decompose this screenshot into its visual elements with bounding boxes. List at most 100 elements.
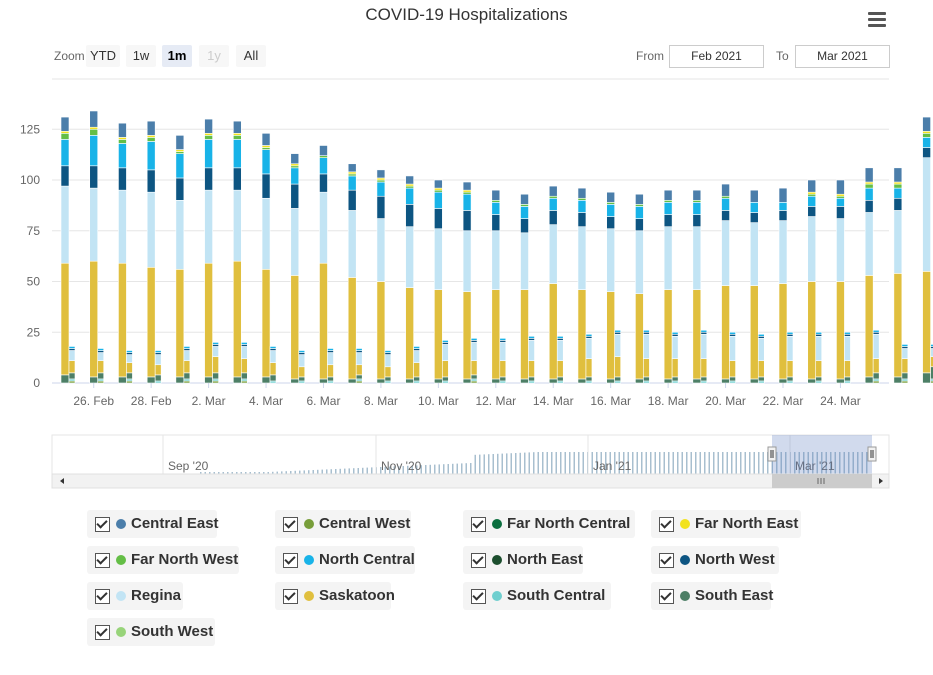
bar-segment-ratio-regina[interactable] [643,333,650,359]
zoom-1y-button[interactable]: 1y [199,45,229,67]
bar-segment-saskatoon[interactable] [319,262,328,380]
bar-segment-ratio-north-west[interactable] [872,331,880,335]
bar-segment-regina[interactable] [405,226,414,288]
bar-segment-ratio-north-west[interactable] [671,333,679,337]
bar-segment-central-west[interactable] [355,380,363,384]
bar-segment-ratio-regina[interactable] [872,333,880,359]
bar-segment-ratio-regina[interactable] [68,350,76,361]
bar-segment-ratio-saskatoon[interactable] [413,362,420,378]
bar-segment-north-west[interactable] [290,183,300,209]
bar-segment-saskatoon[interactable] [204,262,213,378]
bar-segment-ratio-regina[interactable] [442,344,449,361]
bar-segment-far-north-west[interactable] [347,173,357,177]
bar-segment-north-west[interactable] [60,165,70,187]
bar-segment-south-east[interactable] [347,378,357,384]
bar-segment-ratio-north-west[interactable] [643,331,650,335]
legend-item-south-central[interactable]: South Central [463,582,611,610]
bar-segment-ratio-saskatoon[interactable] [212,356,219,374]
bar-segment-north-west[interactable] [864,200,874,213]
bar-segment-regina[interactable] [520,232,529,290]
bar-segment-south-central[interactable] [844,380,851,384]
bar-segment-far-north-west[interactable] [635,204,644,207]
bar-segment-ratio-south-east[interactable] [930,366,933,380]
bar-segment-north-central[interactable] [146,141,156,171]
bar-segment-ratio-north-west[interactable] [298,352,306,355]
bar-segment-saskatoon[interactable] [434,289,443,380]
bar-segment-far-north-east[interactable] [118,137,127,140]
bar-segment-saskatoon[interactable] [836,281,845,380]
checkbox-checked-icon[interactable] [471,589,486,604]
bar-segment-central-west[interactable] [872,380,880,384]
bar-segment-south-central[interactable] [298,380,306,384]
bar-segment-south-central[interactable] [183,378,191,382]
bar-segment-south-east[interactable] [204,376,213,384]
bar-segment-central-east[interactable] [347,163,357,173]
legend-item-south-east[interactable]: South East [651,582,773,610]
bar-segment-ratio-south-east[interactable] [872,372,880,380]
bar-segment-central-east[interactable] [319,145,328,156]
bar-segment-ratio-saskatoon[interactable] [355,364,363,376]
bar-segment-ratio-north-central[interactable] [671,331,679,335]
bar-segment-north-central[interactable] [376,181,386,197]
scrollbar-thumb[interactable] [772,474,872,488]
bar-segment-ratio-saskatoon[interactable] [68,360,76,374]
bar-segment-central-east[interactable] [893,167,903,183]
bar-segment-ratio-north-central[interactable] [729,331,736,335]
bar-segment-ratio-north-central[interactable] [786,331,794,335]
bar-segment-south-central[interactable] [499,380,507,384]
bar-segment-ratio-south-east[interactable] [241,372,248,380]
bar-segment-ratio-south-east[interactable] [355,374,363,380]
bar-segment-south-east[interactable] [233,376,242,384]
bar-segment-ratio-south-east[interactable] [671,376,679,382]
bar-segment-south-central[interactable] [126,378,133,382]
bar-segment-regina[interactable] [663,226,673,290]
bar-segment-south-east[interactable] [118,376,127,384]
bar-segment-ratio-north-central[interactable] [298,350,306,353]
bar-segment-north-central[interactable] [864,187,874,201]
checkbox-checked-icon[interactable] [95,553,110,568]
bar-segment-ratio-saskatoon[interactable] [786,360,794,378]
bar-segment-ratio-south-east[interactable] [154,374,162,382]
bar-segment-regina[interactable] [118,189,127,264]
checkbox-checked-icon[interactable] [659,589,674,604]
bar-segment-far-north-west[interactable] [376,179,386,183]
navigator-left-handle[interactable] [767,446,777,462]
bar-segment-north-west[interactable] [462,210,472,232]
bar-segment-north-west[interactable] [347,189,357,211]
checkbox-checked-icon[interactable] [283,517,298,532]
bar-segment-south-central[interactable] [327,380,334,384]
bar-segment-central-east[interactable] [118,122,127,138]
checkbox-checked-icon[interactable] [659,553,674,568]
bar-segment-saskatoon[interactable] [864,275,874,378]
navigator-right-handle[interactable] [867,446,877,462]
bar-segment-ratio-north-central[interactable] [126,350,133,353]
bar-segment-south-east[interactable] [836,378,845,384]
bar-segment-far-north-west[interactable] [146,137,156,142]
bar-segment-central-west[interactable] [183,380,191,384]
bar-segment-south-central[interactable] [901,378,909,382]
bar-segment-ratio-saskatoon[interactable] [183,360,191,374]
bar-segment-south-central[interactable] [241,378,248,382]
bar-segment-ratio-saskatoon[interactable] [97,360,105,374]
bar-segment-south-east[interactable] [89,376,99,384]
bar-segment-ratio-north-west[interactable] [154,352,162,355]
bar-segment-south-central[interactable] [757,380,765,384]
bar-segment-ratio-saskatoon[interactable] [442,360,449,378]
bar-segment-south-central[interactable] [786,380,794,384]
bar-segment-central-west[interactable] [212,380,219,384]
bar-segment-ratio-north-central[interactable] [815,331,823,335]
bar-segment-ratio-regina[interactable] [183,350,191,361]
bar-segment-north-central[interactable] [60,139,70,167]
bar-segment-ratio-saskatoon[interactable] [729,360,736,378]
bar-segment-south-east[interactable] [692,378,702,384]
bar-segment-north-west[interactable] [807,206,817,217]
bar-segment-south-east[interactable] [922,372,931,384]
bar-segment-south-central[interactable] [643,380,650,384]
bar-segment-saskatoon[interactable] [721,285,730,380]
bar-segment-central-east[interactable] [548,185,558,197]
bar-segment-regina[interactable] [692,226,702,290]
bar-segment-saskatoon[interactable] [233,260,242,378]
bar-segment-far-north-west[interactable] [118,139,127,144]
bar-segment-ratio-south-east[interactable] [470,374,478,380]
bar-segment-north-central[interactable] [635,206,644,219]
